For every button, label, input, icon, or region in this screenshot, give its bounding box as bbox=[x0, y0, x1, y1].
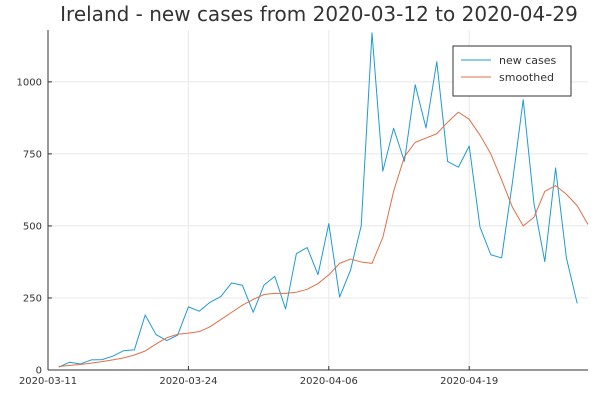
legend-box bbox=[452, 45, 572, 97]
y-tick-label: 1000 bbox=[17, 77, 42, 88]
y-tick-label: 250 bbox=[23, 293, 42, 304]
x-tick-label: 2020-03-24 bbox=[159, 376, 217, 387]
x-tick-label: 2020-03-11 bbox=[19, 376, 77, 387]
x-tick-label: 2020-04-06 bbox=[300, 376, 358, 387]
chart-title: Ireland - new cases from 2020-03-12 to 2… bbox=[60, 2, 578, 26]
legend: new cases smoothed bbox=[452, 45, 572, 97]
y-tick-label: 0 bbox=[36, 366, 42, 377]
x-tick-label: 2020-04-19 bbox=[440, 376, 498, 387]
series-line-smoothed bbox=[58, 111, 589, 368]
plot-area bbox=[58, 32, 589, 368]
legend-label: smoothed bbox=[499, 71, 554, 84]
y-tick-label: 500 bbox=[23, 221, 42, 232]
series-line-new-cases bbox=[58, 32, 578, 368]
legend-label: new cases bbox=[499, 54, 557, 67]
y-tick-label: 750 bbox=[23, 149, 42, 160]
axes bbox=[47, 30, 588, 371]
ticks: 0 250 500 750 1000 2020-03-11 2020-03-24 2020-0… bbox=[17, 77, 499, 387]
